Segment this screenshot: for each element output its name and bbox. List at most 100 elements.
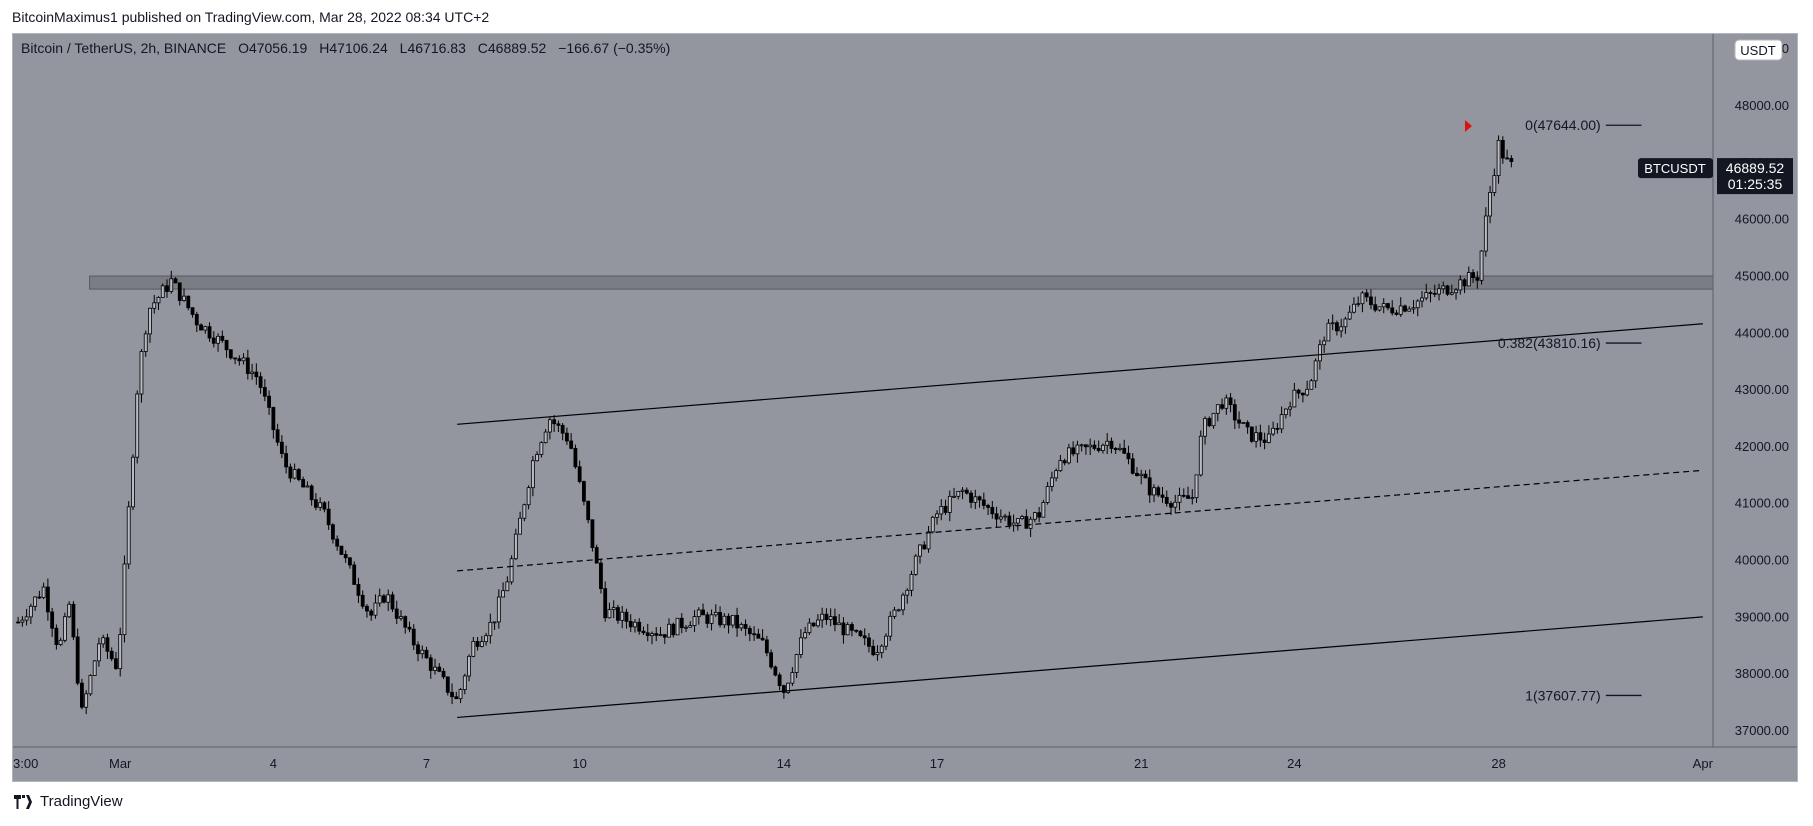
candle-body [1335, 322, 1339, 332]
candle-body [1164, 496, 1169, 504]
candle-body [1254, 432, 1258, 442]
candle-body [973, 496, 978, 503]
candle-body [513, 533, 518, 560]
candle-body [288, 466, 293, 479]
candle-body [75, 636, 80, 684]
marker-triangle [1464, 120, 1472, 133]
candle-body [67, 603, 72, 618]
candle-body [92, 660, 97, 676]
candle-body [54, 627, 59, 645]
candle-body [360, 594, 365, 607]
candle-body [522, 504, 527, 519]
candle-body [1011, 522, 1016, 526]
candle-body [701, 609, 705, 616]
candle-body [518, 517, 523, 535]
tradingview-footer[interactable]: TradingView [12, 793, 123, 810]
candle-body [607, 609, 612, 619]
candle-body [1441, 285, 1446, 290]
candle-body [905, 589, 910, 596]
candle-body [560, 424, 565, 434]
candle-body [271, 407, 276, 431]
candle-body [654, 633, 659, 636]
candle-body [1109, 440, 1114, 449]
candle-body [718, 611, 722, 626]
price-tick-label: 37000.00 [1735, 723, 1789, 738]
candle-body [411, 628, 416, 646]
candle-body [1369, 296, 1373, 306]
candle-body [633, 621, 637, 628]
candle-body [1322, 340, 1327, 346]
candle-body [1428, 292, 1433, 294]
candle-body [458, 689, 463, 700]
candle-body [1075, 444, 1080, 455]
candle-body [20, 619, 25, 623]
candle-body [33, 596, 38, 607]
currency-badge[interactable]: USDT [1734, 39, 1783, 61]
candle-body [833, 616, 837, 626]
resistance-zone [89, 275, 1734, 290]
candle-body [875, 652, 880, 656]
candle-body [1232, 404, 1237, 421]
candle-body [773, 666, 778, 676]
candle-body [1181, 494, 1186, 497]
candle-body [122, 563, 127, 636]
fib-level-label: 1(37607.77) [1525, 687, 1601, 703]
candle-body [1424, 292, 1429, 299]
candle-body [1330, 322, 1335, 325]
legend-open: 47056.19 [249, 40, 308, 56]
candle-body [926, 531, 931, 550]
price-tick-label: 46000.00 [1735, 212, 1789, 227]
candle-body [1360, 292, 1365, 305]
candle-body [156, 296, 161, 304]
candle-body [1258, 432, 1263, 441]
candle-body [879, 645, 884, 653]
candle-body [382, 595, 386, 603]
candle-body [496, 596, 501, 623]
candle-body [713, 611, 718, 616]
candle-body [160, 285, 165, 298]
candle-body [1118, 447, 1122, 450]
candle-body [969, 492, 973, 503]
candle-body [1420, 297, 1424, 302]
candle-body [484, 635, 488, 643]
candle-body [1071, 447, 1076, 455]
symbol-tag-text: BTCUSDT [1644, 161, 1705, 176]
candle-body [913, 555, 918, 575]
candle-body [352, 564, 357, 585]
candle-body [441, 670, 446, 678]
candle-body [190, 307, 195, 315]
candle-body [1135, 472, 1139, 476]
candle-body [798, 637, 803, 655]
legend-high-label: H [319, 40, 329, 56]
price-tick-label: 48000.00 [1735, 98, 1789, 113]
candle-body [228, 349, 233, 359]
candle-body [105, 637, 110, 652]
candle-body [216, 335, 220, 344]
candle-body [1390, 307, 1395, 314]
candle-body [1352, 303, 1356, 313]
candle-body [896, 609, 901, 612]
candle-body [884, 635, 888, 647]
candle-body [275, 429, 280, 443]
candle-body [739, 624, 744, 629]
candle-body [420, 649, 425, 655]
candle-body [1211, 412, 1216, 427]
candle-body [837, 622, 842, 626]
candle-body [386, 594, 391, 603]
candle-body [565, 432, 569, 442]
candle-body [1237, 419, 1241, 424]
candle-body [1062, 460, 1067, 464]
candle-body [139, 351, 144, 395]
candle-body [101, 637, 106, 645]
candle-body [1266, 433, 1271, 443]
candlestick-chart[interactable]: 0(47644.00)0.382(43810.16)1(37607.77) 49… [13, 34, 1797, 781]
candle-body [131, 456, 135, 508]
candle-body [199, 324, 203, 331]
candle-body [1313, 360, 1318, 382]
candle-body [1007, 515, 1012, 526]
candle-body [1462, 279, 1467, 287]
candle-body [1326, 322, 1331, 342]
candle-body [1203, 418, 1207, 437]
candle-body [977, 496, 982, 501]
candle-body [1445, 285, 1450, 295]
